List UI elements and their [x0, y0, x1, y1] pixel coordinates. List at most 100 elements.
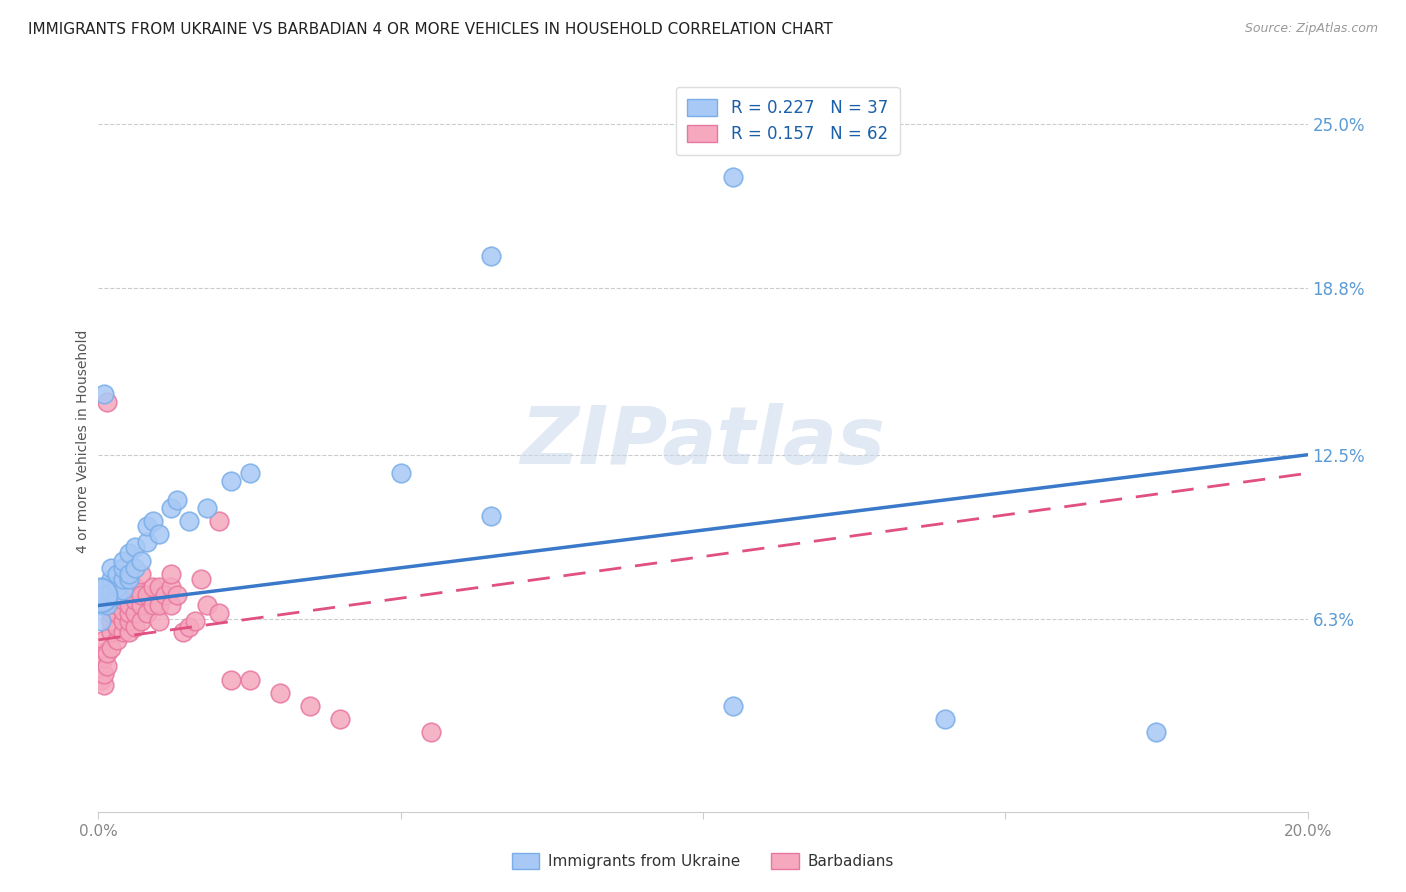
Point: [934, 712, 956, 726]
Legend: Immigrants from Ukraine, Barbadians: Immigrants from Ukraine, Barbadians: [506, 847, 900, 875]
Point: [100, 640, 122, 655]
Point: [269, 686, 291, 700]
Point: [100, 593, 122, 607]
Point: [100, 561, 122, 575]
Point: [135, 588, 157, 602]
Point: [160, 599, 183, 613]
Point: [184, 615, 207, 629]
Point: [111, 553, 134, 567]
Point: [239, 467, 262, 481]
Point: [124, 561, 146, 575]
Point: [89, 588, 111, 602]
Point: [105, 599, 128, 613]
Point: [96, 395, 118, 409]
Point: [142, 514, 165, 528]
Point: [111, 561, 134, 575]
Point: [129, 588, 152, 602]
Point: [93, 632, 115, 647]
Point: [160, 580, 183, 594]
Point: [166, 588, 188, 602]
Point: [111, 604, 134, 618]
Point: [105, 588, 128, 602]
Point: [118, 624, 141, 639]
Point: [100, 607, 122, 621]
Point: [90, 615, 112, 629]
Point: [89, 659, 111, 673]
Point: [179, 514, 201, 528]
Point: [93, 593, 115, 607]
Point: [124, 593, 146, 607]
Point: [723, 170, 745, 185]
Point: [148, 599, 170, 613]
Point: [111, 593, 134, 607]
Point: [93, 651, 115, 665]
Point: [1144, 725, 1167, 739]
Point: [93, 678, 115, 692]
Point: [124, 620, 146, 634]
Point: [111, 572, 134, 586]
Point: [148, 580, 170, 594]
Point: [96, 599, 118, 613]
Point: [118, 615, 141, 629]
Point: [100, 624, 122, 639]
Point: [239, 673, 262, 687]
Point: [105, 580, 128, 594]
Point: [118, 580, 141, 594]
Point: [111, 580, 134, 594]
Point: [105, 632, 128, 647]
Point: [166, 492, 188, 507]
Point: [723, 698, 745, 713]
Point: [135, 519, 157, 533]
Point: [124, 607, 146, 621]
Point: [195, 599, 218, 613]
Point: [96, 659, 118, 673]
Point: [96, 646, 118, 660]
Point: [142, 599, 165, 613]
Point: [100, 572, 122, 586]
Point: [90, 673, 112, 687]
Point: [105, 620, 128, 634]
Point: [111, 582, 134, 597]
Point: [481, 250, 503, 264]
Point: [172, 624, 194, 639]
Text: IMMIGRANTS FROM UKRAINE VS BARBADIAN 4 OR MORE VEHICLES IN HOUSEHOLD CORRELATION: IMMIGRANTS FROM UKRAINE VS BARBADIAN 4 O…: [28, 22, 832, 37]
Y-axis label: 4 or more Vehicles in Household: 4 or more Vehicles in Household: [76, 330, 90, 553]
Point: [118, 546, 141, 560]
Point: [135, 535, 157, 549]
Point: [93, 667, 115, 681]
Point: [111, 615, 134, 629]
Point: [93, 588, 115, 602]
Point: [481, 508, 503, 523]
Point: [129, 599, 152, 613]
Point: [195, 500, 218, 515]
Point: [221, 673, 243, 687]
Point: [105, 566, 128, 581]
Point: [389, 467, 412, 481]
Point: [208, 514, 231, 528]
Point: [299, 698, 322, 713]
Point: [118, 599, 141, 613]
Point: [118, 566, 141, 581]
Point: [100, 585, 122, 599]
Point: [105, 607, 128, 621]
Point: [190, 572, 212, 586]
Point: [118, 572, 141, 586]
Point: [93, 580, 115, 594]
Point: [124, 541, 146, 555]
Point: [160, 500, 183, 515]
Text: ZIPatlas: ZIPatlas: [520, 402, 886, 481]
Point: [129, 566, 152, 581]
Point: [148, 527, 170, 541]
Point: [329, 712, 352, 726]
Point: [129, 553, 152, 567]
Point: [142, 580, 165, 594]
Legend: R = 0.227   N = 37, R = 0.157   N = 62: R = 0.227 N = 37, R = 0.157 N = 62: [676, 87, 900, 155]
Point: [124, 580, 146, 594]
Point: [118, 566, 141, 581]
Point: [100, 615, 122, 629]
Point: [89, 646, 111, 660]
Point: [160, 566, 183, 581]
Point: [208, 607, 231, 621]
Point: [179, 620, 201, 634]
Point: [129, 615, 152, 629]
